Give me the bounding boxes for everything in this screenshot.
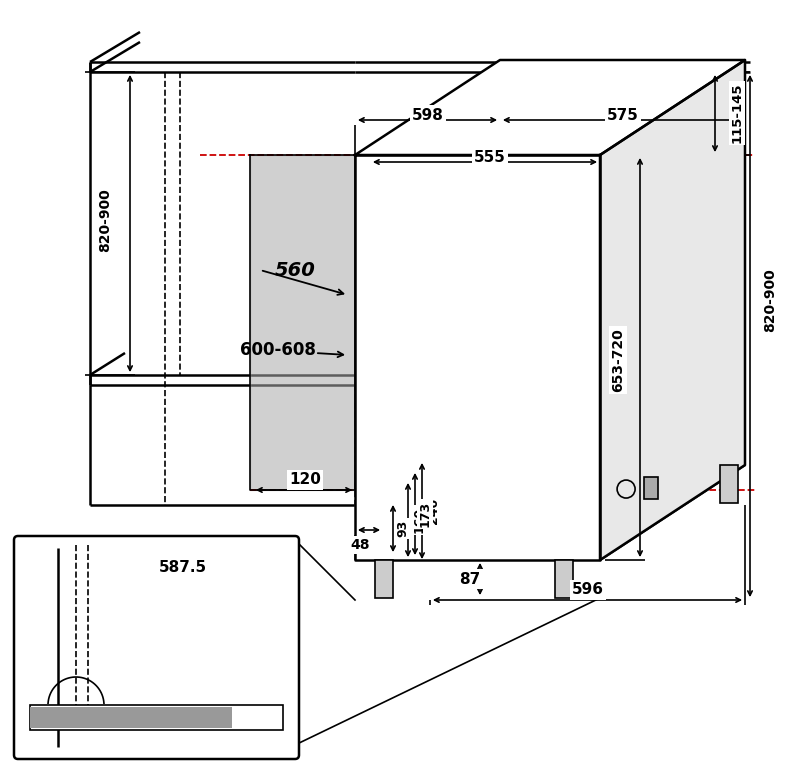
- Bar: [643, 477, 658, 499]
- Text: 48: 48: [350, 538, 370, 552]
- Bar: [375, 560, 393, 598]
- Polygon shape: [355, 60, 745, 155]
- Text: 587.5: 587.5: [159, 561, 207, 575]
- Text: 575: 575: [607, 107, 639, 123]
- Text: 598: 598: [412, 107, 444, 123]
- Bar: [720, 465, 738, 503]
- Text: 160: 160: [413, 507, 426, 533]
- FancyBboxPatch shape: [14, 536, 299, 759]
- Text: 555: 555: [474, 150, 506, 164]
- Text: 596: 596: [572, 583, 604, 598]
- Text: 600-608: 600-608: [240, 341, 316, 359]
- Text: 820-900: 820-900: [763, 268, 777, 332]
- Bar: [30, 705, 283, 730]
- Text: 560: 560: [274, 261, 315, 280]
- Text: 820-900: 820-900: [98, 188, 112, 252]
- Text: 93: 93: [397, 520, 410, 537]
- Text: 120: 120: [289, 473, 321, 487]
- Text: 87: 87: [459, 571, 481, 587]
- Text: 173: 173: [418, 501, 431, 527]
- Text: 240: 240: [426, 498, 439, 524]
- Polygon shape: [355, 155, 600, 560]
- Bar: [555, 560, 573, 598]
- Text: 653-720: 653-720: [611, 328, 625, 392]
- Bar: [30, 707, 233, 728]
- Polygon shape: [600, 60, 745, 560]
- Polygon shape: [250, 155, 355, 490]
- Text: 115-145: 115-145: [730, 82, 743, 143]
